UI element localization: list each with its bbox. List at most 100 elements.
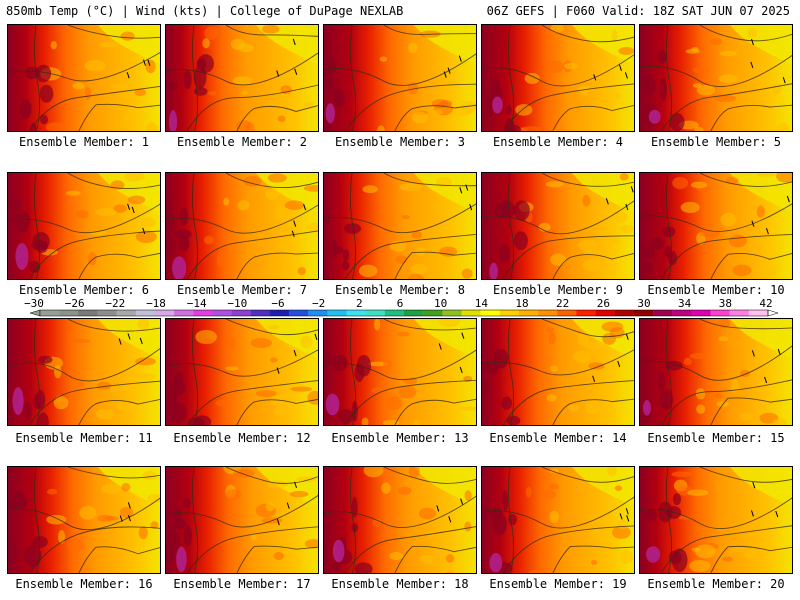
temperature-map [324, 173, 476, 279]
colorbar-segment [365, 310, 386, 316]
colorbar-segment [480, 310, 500, 316]
colorbar-tick-label: 10 [434, 297, 447, 310]
colorbar-tick-label: −10 [227, 297, 247, 310]
temperature-map [8, 173, 160, 279]
colorbar-segment [499, 310, 520, 316]
colorbar-left-arrow [29, 309, 41, 317]
ensemble-member-label: Ensemble Member: 5 [650, 135, 782, 149]
colorbar-right-arrow [767, 309, 779, 317]
colorbar-tick-label: 14 [475, 297, 489, 310]
colorbar-tick-label: −14 [187, 297, 207, 310]
ensemble-map-panel [639, 318, 793, 426]
colorbar-segment [384, 310, 405, 316]
colorbar-segment [691, 310, 711, 316]
ensemble-member-label: Ensemble Member: 3 [334, 135, 466, 149]
ensemble-member-label: Ensemble Member: 15 [647, 431, 785, 445]
ensemble-member-label: Ensemble Member: 9 [492, 283, 624, 297]
colorbar-segment [633, 310, 654, 316]
temperature-map [640, 25, 792, 131]
colorbar-segment [557, 310, 577, 316]
colorbar-tick-label: 42 [759, 297, 772, 310]
colorbar-segment [116, 310, 136, 316]
temperature-map [482, 25, 634, 131]
ensemble-member-label: Ensemble Member: 17 [173, 577, 311, 591]
colorbar-segment [231, 310, 251, 316]
colorbar-segment [154, 310, 175, 316]
colorbar-segment [346, 310, 366, 316]
ensemble-map-panel [323, 318, 477, 426]
ensemble-member-label: Ensemble Member: 10 [647, 283, 785, 297]
colorbar-segment [614, 310, 635, 316]
ensemble-map-panel [481, 466, 635, 574]
ensemble-member-label: Ensemble Member: 2 [176, 135, 308, 149]
colorbar-segment [269, 310, 290, 316]
ensemble-map-panel [7, 24, 161, 132]
ensemble-map-panel [165, 172, 319, 280]
colorbar-segment [40, 310, 60, 316]
colorbar-segment [59, 310, 79, 316]
ensemble-map-panel [7, 318, 161, 426]
colorbar-tick-label: −22 [105, 297, 125, 310]
ensemble-map-panel [323, 24, 477, 132]
colorbar-segment [442, 310, 462, 316]
colorbar-segment [423, 310, 443, 316]
colorbar-tick-label: −6 [271, 297, 284, 310]
ensemble-map-panel [7, 172, 161, 280]
colorbar-segment [710, 310, 730, 316]
ensemble-map-panel [481, 318, 635, 426]
colorbar-segment [250, 310, 271, 316]
ensemble-map-panel [481, 172, 635, 280]
ensemble-member-label: Ensemble Member: 20 [647, 577, 785, 591]
ensemble-member-label: Ensemble Member: 8 [334, 283, 466, 297]
temperature-map [324, 319, 476, 425]
colorbar-tick-label: 34 [678, 297, 692, 310]
temperature-map [166, 319, 318, 425]
colorbar-tick-label: −26 [65, 297, 85, 310]
ensemble-member-label: Ensemble Member: 18 [331, 577, 469, 591]
valid-time: 06Z GEFS | F060 Valid: 18Z SAT JUN 07 20… [486, 4, 790, 18]
colorbar-tick-label: −30 [24, 297, 44, 310]
temperature-map [640, 467, 792, 573]
temperature-map [482, 467, 634, 573]
ensemble-map-panel [165, 318, 319, 426]
map-title: 850mb Temp (°C) | Wind (kts) | College o… [6, 4, 404, 18]
colorbar-outline [39, 309, 769, 317]
colorbar-tick-label: 38 [719, 297, 732, 310]
ensemble-member-label: Ensemble Member: 11 [15, 431, 153, 445]
ensemble-map-panel [639, 172, 793, 280]
colorbar-tick-label: 2 [356, 297, 363, 310]
colorbar-tick-label: 18 [515, 297, 528, 310]
colorbar-segment [518, 310, 539, 316]
colorbar-segment [308, 310, 328, 316]
colorbar-segment [653, 310, 673, 316]
ensemble-map-panel [639, 466, 793, 574]
colorbar-segment [289, 310, 309, 316]
colorbar-tick-label: −2 [312, 297, 325, 310]
colorbar-segment [729, 310, 750, 316]
temperature-map [324, 467, 476, 573]
ensemble-member-label: Ensemble Member: 13 [331, 431, 469, 445]
ensemble-map-panel [323, 172, 477, 280]
colorbar-segment [748, 310, 769, 316]
temperature-map [8, 467, 160, 573]
temperature-map [166, 467, 318, 573]
ensemble-member-label: Ensemble Member: 12 [173, 431, 311, 445]
colorbar-segment [174, 310, 194, 316]
temperature-map [8, 319, 160, 425]
ensemble-member-label: Ensemble Member: 14 [489, 431, 627, 445]
colorbar-segment [538, 310, 558, 316]
temperature-colorbar: −30 −26 −22 −18 −14 −10 −6 −2 2 6 10 14 18 22 26 30 34 38… [0, 296, 800, 320]
colorbar-segment [461, 310, 481, 316]
temperature-map [640, 319, 792, 425]
ensemble-map-panel [165, 24, 319, 132]
colorbar-tick-label: 22 [556, 297, 569, 310]
colorbar-segment [193, 310, 213, 316]
temperature-map [324, 25, 476, 131]
colorbar-graphic: −30 −26 −22 −18 −14 −10 −6 −2 2 6 10 14 18 22 26 30 34 38… [24, 297, 779, 317]
temperature-map [166, 25, 318, 131]
ensemble-map-panel [7, 466, 161, 574]
ensemble-member-label: Ensemble Member: 19 [489, 577, 627, 591]
temperature-map [482, 319, 634, 425]
colorbar-segment [97, 310, 117, 316]
colorbar-segment [595, 310, 615, 316]
